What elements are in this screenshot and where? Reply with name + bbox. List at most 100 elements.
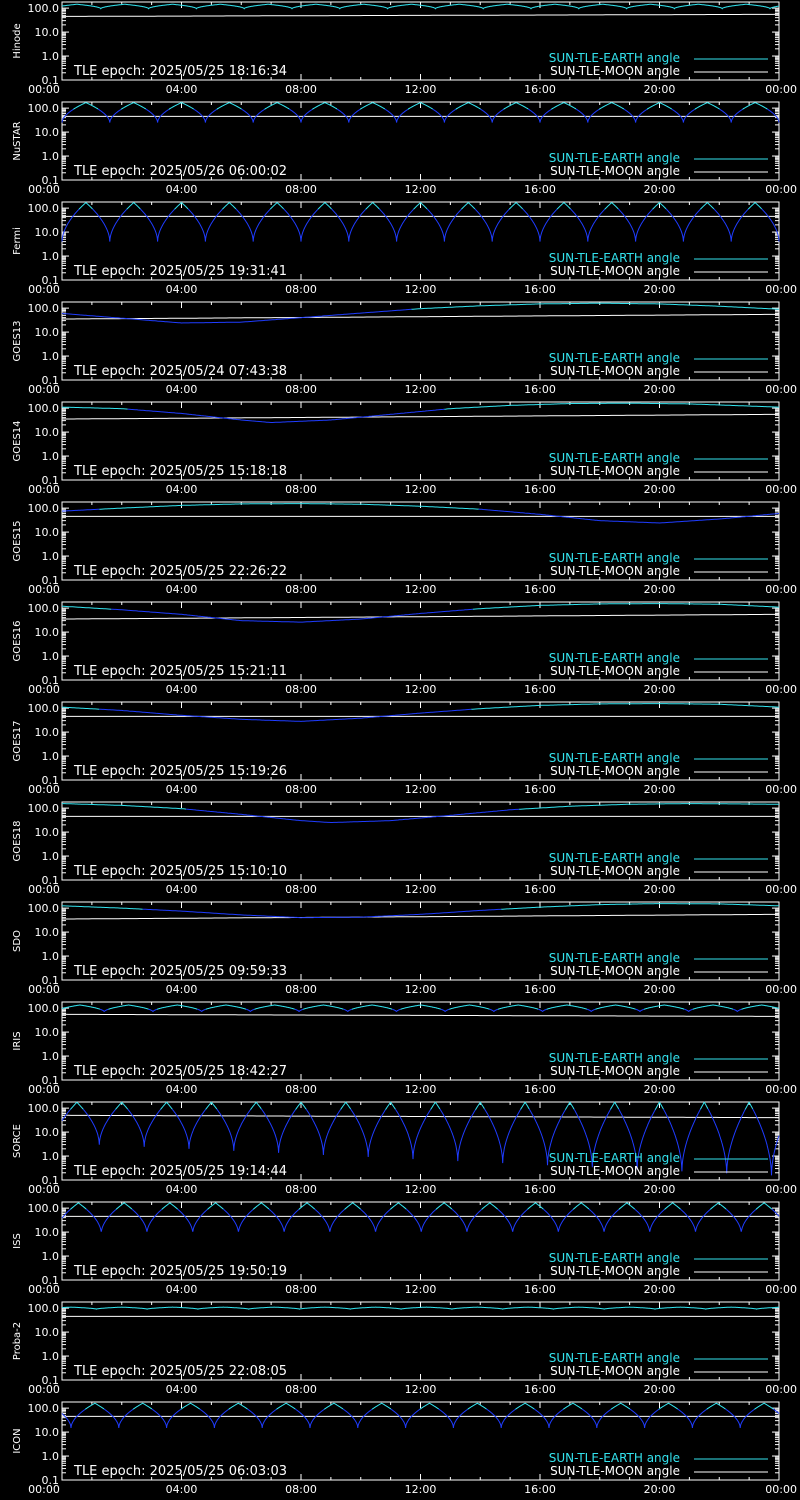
- y-tick-label: 0.1: [42, 874, 60, 887]
- panel-name: GOES14: [12, 420, 23, 461]
- series-sun-tle-earth-line: [618, 1108, 656, 1170]
- series-sun-tle-earth-line: [342, 1408, 373, 1428]
- legend-sun-tle-earth-label: SUN-TLE-EARTH angle: [549, 751, 680, 765]
- series-sun-tle-earth-line: [604, 201, 619, 210]
- x-tick-label: 00:00: [28, 183, 60, 196]
- x-tick-label: 08:00: [285, 983, 317, 996]
- series-sun-tle-earth-line: [62, 1004, 101, 1010]
- series-sun-tle-earth-line: [474, 208, 510, 242]
- series-sun-tle-earth-line: [483, 1108, 522, 1164]
- y-tick-label: 0.1: [42, 1474, 60, 1487]
- panel-name: Fermi: [12, 227, 23, 255]
- x-tick-label: 00:00: [765, 583, 797, 596]
- y-tick-label: 100.0: [28, 702, 60, 715]
- x-tick-label: 20:00: [644, 183, 676, 196]
- x-tick-label: 00:00: [765, 683, 797, 696]
- series-sun-tle-earth-line: [197, 1008, 206, 1012]
- series-sun-tle-earth-line: [61, 706, 100, 710]
- y-tick-label: 100.0: [28, 902, 60, 915]
- tle-epoch-label: TLE epoch: 2025/05/25 19:14:44: [73, 1164, 287, 1179]
- y-tick-label: 100.0: [28, 602, 60, 615]
- x-tick-label: 20:00: [644, 783, 676, 796]
- series-sun-tle-moon-line: [62, 413, 780, 420]
- series-sun-tle-earth-line: [61, 308, 412, 324]
- series-sun-tle-earth-line: [126, 201, 141, 210]
- x-tick-label: 04:00: [166, 583, 198, 596]
- series-sun-tle-earth-line: [677, 1408, 707, 1428]
- series-sun-tle-earth-line: [394, 1108, 432, 1160]
- series-sun-tle-earth-line: [598, 102, 625, 110]
- series-sun-tle-earth-line: [61, 406, 128, 410]
- y-tick-label: 10.0: [35, 226, 60, 239]
- series-sun-tle-earth-line: [662, 1108, 701, 1172]
- panel-name: SORCE: [12, 1124, 23, 1158]
- x-tick-label: 16:00: [524, 1183, 556, 1196]
- series-sun-tle-earth-line: [61, 1109, 71, 1122]
- panel-name: SDO: [12, 930, 23, 952]
- y-tick-label: 0.1: [42, 774, 60, 787]
- y-tick-label: 0.1: [42, 174, 60, 187]
- legend-sun-tle-moon-label: SUN-TLE-MOON angle: [550, 164, 680, 178]
- x-tick-label: 00:00: [28, 383, 60, 396]
- x-tick-label: 00:00: [765, 783, 797, 796]
- series-sun-tle-earth-line: [719, 108, 743, 123]
- x-tick-label: 12:00: [405, 1483, 437, 1496]
- series-sun-tle-earth-line: [771, 1208, 780, 1217]
- series-sun-tle-earth-line: [515, 1402, 535, 1410]
- y-tick-label: 1.0: [42, 250, 60, 263]
- series-sun-tle-earth-line: [742, 102, 768, 110]
- x-tick-label: 12:00: [405, 783, 437, 796]
- x-tick-label: 04:00: [166, 983, 198, 996]
- x-tick-label: 16:00: [524, 1383, 556, 1396]
- series-sun-tle-earth-line: [385, 1101, 396, 1110]
- series-sun-tle-earth-line: [84, 1402, 105, 1410]
- legend-sun-tle-earth-label: SUN-TLE-EARTH angle: [549, 51, 680, 65]
- x-tick-label: 08:00: [285, 483, 317, 496]
- x-tick-label: 12:00: [405, 1083, 437, 1096]
- series-sun-tle-earth-line: [156, 1004, 198, 1010]
- series-sun-tle-earth-line: [228, 1402, 248, 1410]
- series-sun-tle-earth-line: [664, 1202, 681, 1210]
- x-tick-label: 08:00: [285, 783, 317, 796]
- y-tick-label: 1.0: [42, 150, 60, 163]
- x-tick-label: 20:00: [644, 883, 676, 896]
- series-sun-tle-earth-line: [744, 1101, 754, 1110]
- series-sun-tle-earth-line: [61, 605, 112, 610]
- y-tick-label: 1.0: [42, 1350, 60, 1363]
- series-sun-tle-earth-line: [444, 402, 779, 410]
- panel-name: Proba-2: [12, 1322, 23, 1360]
- tle-epoch-label: TLE epoch: 2025/05/25 19:50:19: [73, 1264, 287, 1279]
- tle-epoch-label: TLE epoch: 2025/05/25 18:16:34: [73, 64, 287, 79]
- legend-sun-tle-moon-label: SUN-TLE-MOON angle: [550, 264, 680, 278]
- series-sun-tle-moon-line: [62, 613, 780, 620]
- series-sun-tle-earth-line: [497, 1208, 528, 1232]
- x-tick-label: 00:00: [765, 1383, 797, 1396]
- series-sun-tle-earth-line: [575, 108, 600, 123]
- series-sun-tle-earth-line: [581, 1408, 612, 1428]
- y-tick-label: 0.1: [42, 574, 60, 587]
- series-sun-tle-earth-line: [680, 1208, 711, 1232]
- x-tick-label: 20:00: [644, 283, 676, 296]
- x-tick-label: 08:00: [285, 1183, 317, 1196]
- legend-sun-tle-moon-label: SUN-TLE-MOON angle: [550, 1364, 680, 1378]
- legend-sun-tle-moon-label: SUN-TLE-MOON angle: [550, 1164, 680, 1178]
- series-sun-tle-earth-line: [305, 1108, 342, 1156]
- series-sun-tle-earth-line: [467, 1402, 487, 1410]
- panel-icon: 100.010.01.00.100:00 04:00 08:00 12:00 16:00…: [12, 1401, 797, 1496]
- x-tick-label: 20:00: [644, 483, 676, 496]
- legend-sun-tle-moon-label: SUN-TLE-MOON angle: [550, 864, 680, 878]
- y-tick-label: 10.0: [35, 926, 60, 939]
- series-sun-tle-earth-line: [400, 1004, 441, 1010]
- x-tick-label: 16:00: [524, 1283, 556, 1296]
- x-tick-label: 12:00: [405, 1283, 437, 1296]
- x-tick-label: 20:00: [644, 1283, 676, 1296]
- x-tick-label: 12:00: [405, 683, 437, 696]
- panel-name: Hinode: [12, 23, 23, 58]
- x-tick-label: 20:00: [644, 683, 676, 696]
- series-sun-tle-moon-line: [62, 313, 780, 320]
- series-sun-tle-earth-line: [520, 1101, 530, 1110]
- y-tick-label: 1.0: [42, 1150, 60, 1163]
- series-sun-tle-earth-line: [573, 1108, 611, 1168]
- series-sun-tle-earth-line: [754, 1402, 774, 1410]
